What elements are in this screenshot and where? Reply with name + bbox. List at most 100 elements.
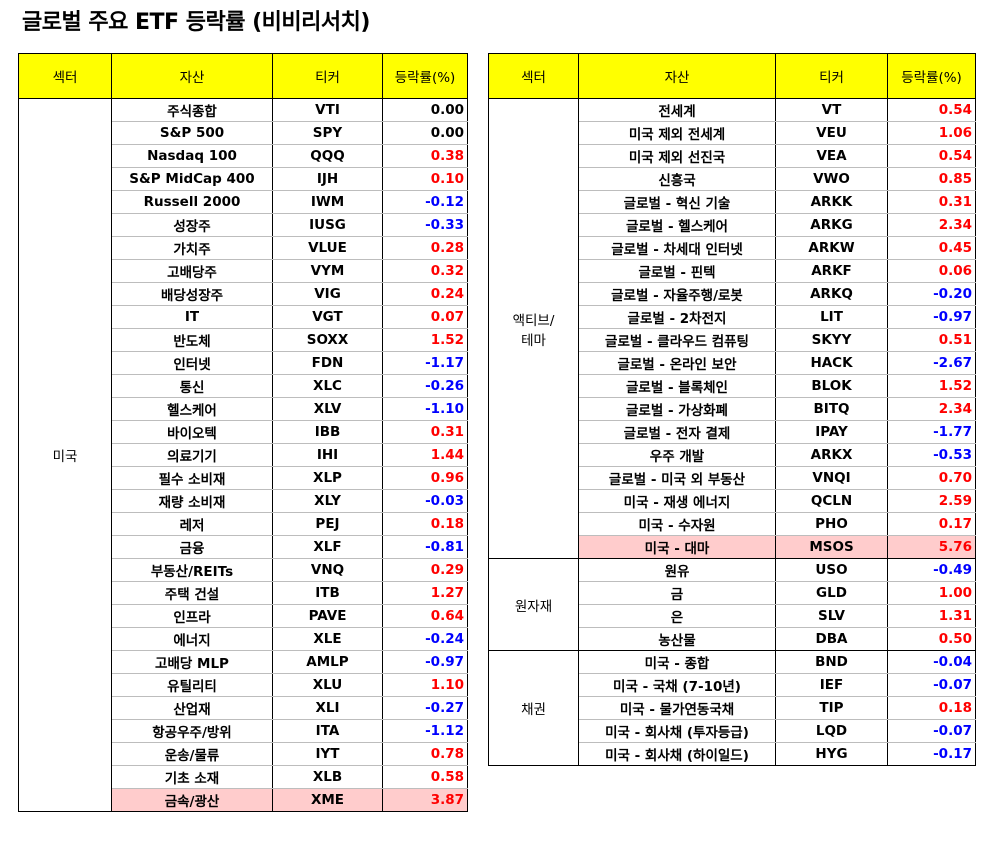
ticker-cell: XLF	[272, 535, 383, 559]
asset-cell: 통신	[111, 374, 273, 398]
change-cell: 1.44	[382, 443, 468, 467]
asset-cell: 산업재	[111, 696, 273, 720]
ticker-cell: VGT	[272, 305, 383, 329]
change-cell: 0.10	[382, 167, 468, 191]
change-cell: -1.77	[887, 420, 976, 444]
asset-cell: 바이오텍	[111, 420, 273, 444]
header-row: 섹터 자산 티커 등락률(%)	[488, 53, 976, 99]
ticker-cell: LIT	[775, 305, 888, 329]
asset-cell: 글로벌 - 헬스케어	[578, 213, 776, 237]
ticker-cell: VWO	[775, 167, 888, 191]
ticker-cell: XLE	[272, 627, 383, 651]
asset-cell: 레저	[111, 512, 273, 536]
ticker-cell: IUSG	[272, 213, 383, 237]
change-cell: 1.10	[382, 673, 468, 697]
change-cell: 0.00	[382, 121, 468, 145]
table-row: 인프라 PAVE 0.64	[19, 604, 468, 628]
table-row: 미국 주식종합 VTI 0.00	[18, 98, 468, 812]
header-sector: 섹터	[488, 53, 579, 99]
change-cell: 1.31	[887, 604, 976, 628]
ticker-cell: VIG	[272, 282, 383, 306]
change-cell: -1.17	[382, 351, 468, 375]
ticker-cell: PHO	[775, 512, 888, 536]
asset-cell: 미국 - 국채 (7-10년)	[578, 673, 776, 697]
table-row: 신흥국 VWO 0.85	[489, 167, 976, 191]
table-row: 항공우주/방위 ITA -1.12	[19, 719, 468, 743]
table-row: 산업재 XLI -0.27	[19, 696, 468, 720]
change-cell: -2.67	[887, 351, 976, 375]
change-cell: -0.17	[887, 742, 976, 766]
asset-cell: 글로벌 - 핀텍	[578, 259, 776, 283]
table-row: 필수 소비재 XLP 0.96	[19, 466, 468, 490]
table-row: 고배당 MLP AMLP -0.97	[19, 650, 468, 674]
ticker-cell: VEA	[775, 144, 888, 168]
ticker-cell: XLY	[272, 489, 383, 513]
asset-cell: 인터넷	[111, 351, 273, 375]
ticker-cell: ARKF	[775, 259, 888, 283]
change-cell: 0.50	[887, 627, 976, 651]
table-row: 원자재 원유 USO -0.49	[488, 558, 976, 651]
asset-cell: 글로벌 - 혁신 기술	[578, 190, 776, 214]
sector-cell: 채권	[488, 650, 579, 766]
change-cell: 3.87	[382, 788, 468, 812]
change-cell: -0.27	[382, 696, 468, 720]
ticker-cell: QQQ	[272, 144, 383, 168]
asset-cell: 유틸리티	[111, 673, 273, 697]
ticker-cell: VLUE	[272, 236, 383, 260]
asset-cell: 미국 - 물가연동국채	[578, 696, 776, 720]
table-row: 레저 PEJ 0.18	[19, 512, 468, 536]
change-cell: 0.85	[887, 167, 976, 191]
asset-cell: 금	[578, 581, 776, 605]
table-row: 미국 - 물가연동국채 TIP 0.18	[489, 696, 976, 720]
change-cell: 0.70	[887, 466, 976, 490]
asset-cell: 미국 - 회사채 (하이일드)	[578, 742, 776, 766]
etf-table-right: 섹터 자산 티커 등락률(%) 액티브/ 테마 전세계 VT 0.54 미국 제외 전세…	[488, 53, 976, 766]
asset-cell: 헬스케어	[111, 397, 273, 421]
change-cell: -0.03	[382, 489, 468, 513]
asset-cell: 글로벌 - 가상화폐	[578, 397, 776, 421]
change-cell: -0.26	[382, 374, 468, 398]
ticker-cell: IEF	[775, 673, 888, 697]
ticker-cell: USO	[775, 558, 888, 582]
change-cell: 0.78	[382, 742, 468, 766]
change-cell: 5.76	[887, 535, 976, 559]
asset-cell: 에너지	[111, 627, 273, 651]
asset-cell: 금속/광산	[111, 788, 273, 812]
ticker-cell: IWM	[272, 190, 383, 214]
table-row: 글로벌 - 블록체인 BLOK 1.52	[489, 374, 976, 398]
table-row: 글로벌 - 핀텍 ARKF 0.06	[489, 259, 976, 283]
change-cell: 0.31	[887, 190, 976, 214]
asset-cell: 재량 소비재	[111, 489, 273, 513]
table-row: S&P 500 SPY 0.00	[19, 121, 468, 145]
asset-cell: 글로벌 - 차세대 인터넷	[578, 236, 776, 260]
change-cell: -0.49	[887, 558, 976, 582]
table-row: 운송/물류 IYT 0.78	[19, 742, 468, 766]
table-row: 주택 건설 ITB 1.27	[19, 581, 468, 605]
asset-cell: 미국 제외 전세계	[578, 121, 776, 145]
ticker-cell: VYM	[272, 259, 383, 283]
ticker-cell: VTI	[272, 98, 383, 122]
ticker-cell: VEU	[775, 121, 888, 145]
header-row: 섹터 자산 티커 등락률(%)	[18, 53, 468, 99]
asset-cell: 운송/물류	[111, 742, 273, 766]
table-row: 은 SLV 1.31	[489, 604, 976, 628]
ticker-cell: TIP	[775, 696, 888, 720]
ticker-cell: FDN	[272, 351, 383, 375]
header-change: 등락률(%)	[887, 53, 976, 99]
table-row: 금융 XLF -0.81	[19, 535, 468, 559]
ticker-cell: ARKX	[775, 443, 888, 467]
change-cell: 0.24	[382, 282, 468, 306]
ticker-cell: XLP	[272, 466, 383, 490]
asset-cell: 글로벌 - 전자 결제	[578, 420, 776, 444]
ticker-cell: PAVE	[272, 604, 383, 628]
table-row: 우주 개발 ARKX -0.53	[489, 443, 976, 467]
asset-cell: 은	[578, 604, 776, 628]
ticker-cell: HYG	[775, 742, 888, 766]
change-cell: -0.20	[887, 282, 976, 306]
table-row: 글로벌 - 전자 결제 IPAY -1.77	[489, 420, 976, 444]
table-row: Russell 2000 IWM -0.12	[19, 190, 468, 214]
ticker-cell: XLB	[272, 765, 383, 789]
table-row: 성장주 IUSG -0.33	[19, 213, 468, 237]
change-cell: -0.33	[382, 213, 468, 237]
asset-cell: 고배당주	[111, 259, 273, 283]
